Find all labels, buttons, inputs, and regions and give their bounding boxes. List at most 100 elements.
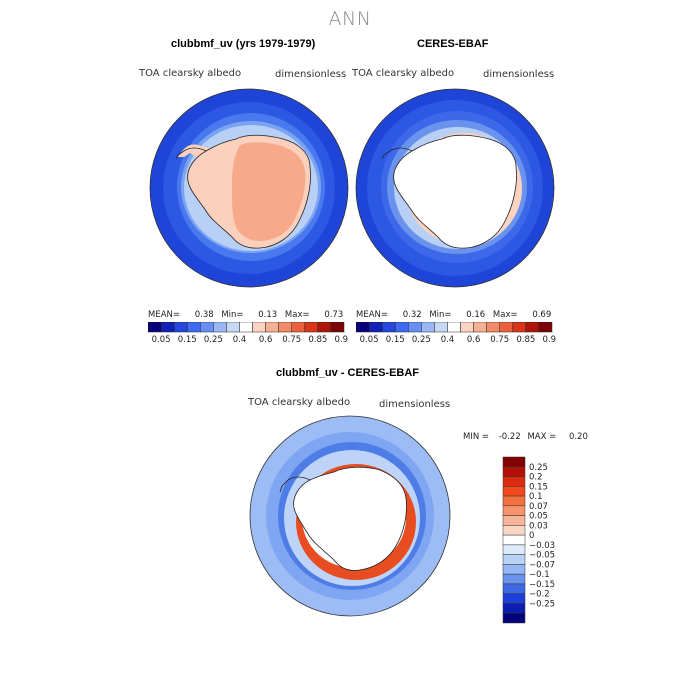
diff-polar-map (249, 415, 451, 617)
diff-colorbar-tick-label: 0.15 (529, 482, 548, 492)
diff-colorbar-swatch (502, 573, 526, 585)
model-colorbar-swatch (148, 322, 162, 333)
model-colorbar-swatch (160, 322, 175, 333)
model-mean-value: 0.38 (194, 310, 214, 320)
diff-colorbar-swatch (502, 525, 526, 536)
diff-colorbar-tick-label: −0.03 (529, 541, 555, 551)
obs-colorbar-swatch (356, 322, 370, 333)
obs-colorbar-swatch (538, 322, 553, 333)
obs-polar-map (355, 88, 555, 288)
model-colorbar-swatch (252, 322, 266, 333)
obs-colorbar-swatch (368, 322, 383, 333)
diff-colorbar-tick-label: 0.25 (529, 463, 548, 473)
diff-colorbar-tick-label: −0.07 (529, 560, 555, 570)
model-colorbar-swatch (265, 322, 279, 333)
model-colorbar-tick-label: 0.95 (335, 335, 348, 345)
obs-colorbar-tick-label: 0.85 (516, 335, 535, 345)
diff-max-value: 0.20 (568, 432, 588, 442)
model-colorbar-swatch (213, 322, 227, 333)
diff-colorbar-tick-label: 0.05 (529, 512, 548, 522)
obs-colorbar-tick-label: 0.4 (441, 335, 455, 345)
obs-mean-value: 0.32 (402, 310, 422, 320)
diff-max-label: MAX = (527, 432, 557, 442)
model-colorbar-swatch (291, 322, 306, 333)
diff-antarctica (293, 467, 407, 571)
diff-colorbar-swatch (502, 554, 526, 565)
diff-stats: MIN = -0.22 MAX = 0.20 (463, 432, 588, 442)
model-min-label: Min= (221, 310, 244, 320)
obs-colorbar-tick-label: 0.25 (412, 335, 431, 345)
obs-colorbar-swatch (381, 322, 396, 333)
diff-colorbar-swatch (502, 534, 526, 546)
obs-coastline (393, 134, 517, 249)
model-colorbar-tick-label: 0.25 (204, 335, 223, 345)
diff-colorbar-swatch (502, 466, 526, 477)
diff-colorbar: 0.250.20.150.10.070.050.030−0.03−0.05−0.… (502, 456, 555, 624)
model-map-border (149, 88, 349, 288)
diff-variable-label: TOA clearsky albedo (248, 397, 351, 408)
model-colorbar-tick-label: 0.85 (308, 335, 327, 345)
obs-max-value: 0.69 (532, 310, 552, 320)
diff-colorbar-swatch (502, 544, 526, 555)
model-colorbar: 0.05 0.15 0.25 0.4 0.6 0.75 0.85 0.95 (148, 322, 348, 345)
diff-colorbar-tick-label: −0.05 (529, 551, 555, 561)
diff-colorbar-tick-label: −0.1 (529, 570, 550, 580)
figure-title: ANN (328, 8, 372, 30)
diff-colorbar-swatch (502, 476, 526, 487)
obs-colorbar-swatch (460, 322, 474, 333)
obs-units-label: dimensionless (483, 69, 555, 80)
model-land-interior (232, 142, 306, 241)
model-colorbar-swatch (173, 322, 188, 333)
model-colorbar-tick-label: 0.05 (152, 335, 171, 345)
obs-colorbar: 0.05 0.15 0.25 0.4 0.6 0.75 0.85 0.95 (356, 322, 556, 345)
diff-colorbar-tick-label: −0.25 (529, 599, 555, 609)
obs-land-white (393, 135, 517, 249)
obs-colorbar-tick-label: 0.15 (386, 335, 405, 345)
obs-mean-label: MEAN= (356, 310, 388, 320)
model-max-label: Max= (284, 310, 310, 320)
diff-colorbar-swatch (502, 612, 526, 624)
diff-colorbar-swatch (502, 505, 526, 516)
diff-colorbar-tick-label: 0.2 (529, 473, 543, 483)
diff-min-value: -0.22 (498, 432, 521, 442)
obs-colorbar-swatch (525, 322, 540, 333)
obs-colorbar-swatch (512, 322, 527, 333)
model-panel-title: clubbmf_uv (yrs 1979-1979) (171, 38, 316, 50)
model-colorbar-tick-label: 0.6 (259, 335, 273, 345)
model-colorbar-swatch (317, 322, 332, 333)
model-colorbar-swatch (330, 322, 345, 333)
model-variable-label: TOA clearsky albedo (139, 68, 242, 79)
diff-panel-title: clubbmf_uv - CERES-EBAF (276, 367, 420, 379)
diff-peninsula-coast (279, 476, 311, 493)
model-units-label: dimensionless (275, 69, 347, 80)
model-colorbar-swatch (226, 322, 240, 333)
diff-colorbar-tick-label: 0.1 (529, 492, 543, 502)
obs-colorbar-swatch (408, 322, 422, 333)
diff-colorbar-tick-label: −0.2 (529, 590, 550, 600)
obs-variable-label: TOA clearsky albedo (352, 68, 455, 79)
model-min-value: 0.13 (258, 310, 278, 320)
model-colorbar-swatch (200, 322, 214, 333)
diff-colorbar-tick-label: 0 (529, 531, 534, 541)
obs-colorbar-tick-label: 0.6 (467, 335, 481, 345)
model-stats: MEAN= 0.38 Min= 0.13 Max= 0.73 (148, 310, 343, 320)
model-colorbar-swatch (304, 322, 319, 333)
model-colorbar-tick-label: 0.4 (233, 335, 247, 345)
obs-colorbar-tick-label: 0.05 (360, 335, 379, 345)
diff-colorbar-swatch (502, 603, 526, 614)
model-mean-label: MEAN= (148, 310, 180, 320)
obs-colorbar-swatch (447, 322, 461, 333)
model-colorbar-tick-label: 0.15 (178, 335, 197, 345)
diff-colorbar-swatch (502, 515, 526, 526)
obs-min-value: 0.16 (466, 310, 486, 320)
obs-colorbar-swatch (499, 322, 514, 333)
obs-colorbar-swatch (473, 322, 487, 333)
diff-colorbar-swatch (502, 486, 526, 497)
diff-coastline (293, 466, 407, 571)
obs-panel-title: CERES-EBAF (417, 38, 489, 50)
obs-map-border (355, 88, 555, 288)
model-polar-map (149, 88, 349, 288)
diff-units-label: dimensionless (379, 399, 451, 410)
obs-stats: MEAN= 0.32 Min= 0.16 Max= 0.69 (356, 310, 551, 320)
